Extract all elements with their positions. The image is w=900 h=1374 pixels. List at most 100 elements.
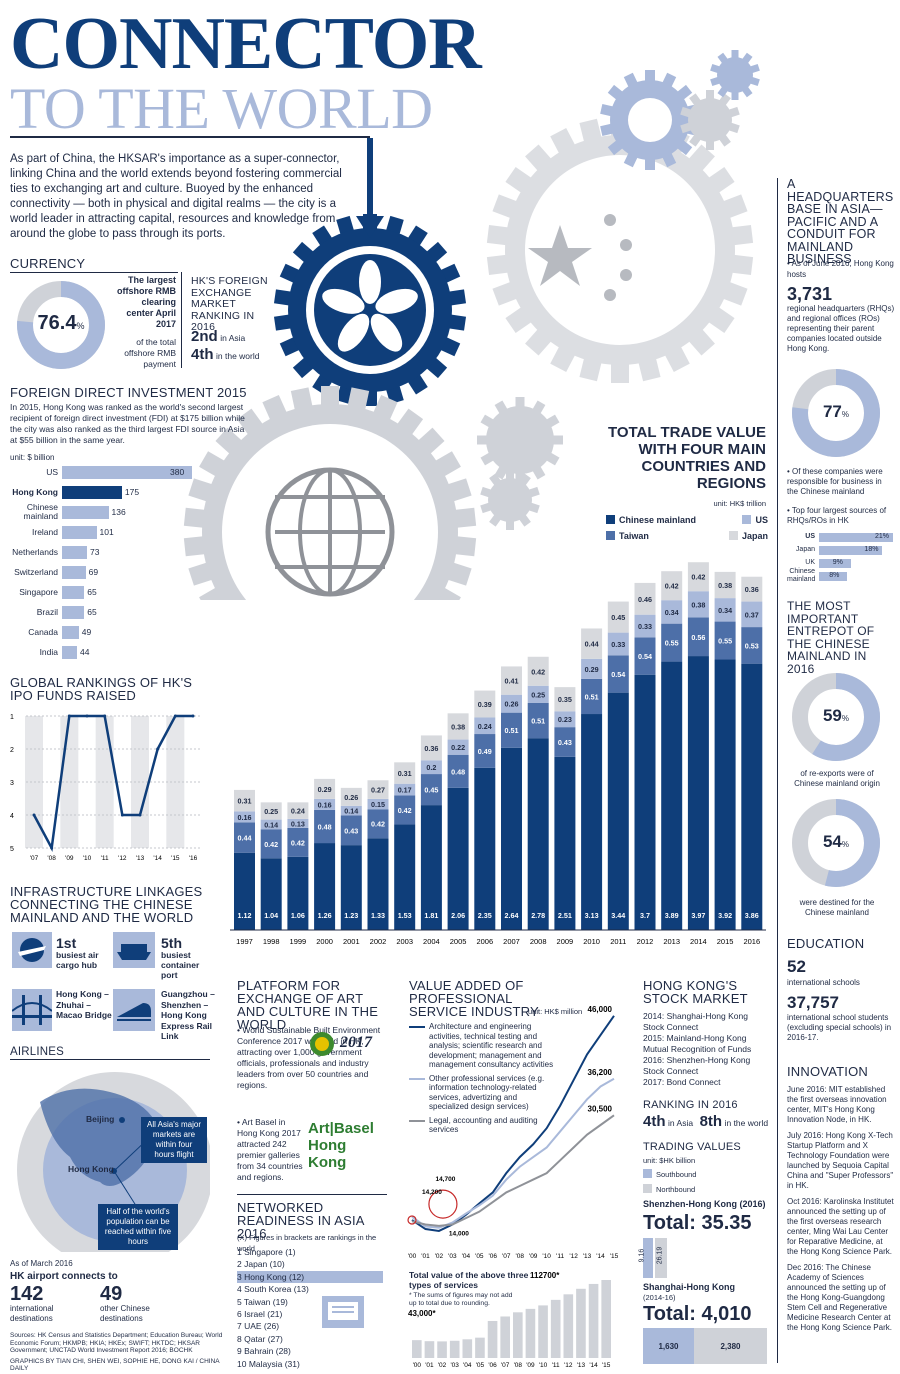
fdi-value-label: 73: [89, 547, 100, 557]
ipo-point: [32, 813, 36, 817]
container-port-rank: 5th: [161, 935, 182, 951]
mainland-gear-tooth: [611, 361, 629, 383]
trade-bar-segment: [314, 798, 336, 810]
sh-total: Total: 4,010: [643, 1303, 752, 1325]
trade-year-label: 2011: [610, 937, 626, 946]
tv-legend-north: Northbound: [643, 1184, 695, 1194]
fx-rank-world: 4th in the world: [191, 346, 259, 363]
bauhinia-petal-icon: [375, 288, 418, 314]
ipo-point: [50, 846, 54, 850]
trade-value-label: 0.13: [291, 819, 305, 828]
mainland-gear-inner: [525, 155, 715, 345]
fdi-bar: [62, 526, 97, 539]
trade-value-label: 0.34: [665, 608, 679, 617]
trade-bar-segment: [581, 678, 603, 715]
wsbe-logo-year: 2017: [340, 1034, 372, 1051]
trade-bar-segment: [260, 819, 282, 830]
trade-year-label: 2002: [370, 937, 387, 946]
trade-year-label: 1998: [263, 937, 280, 946]
legend-cn: Chinese mainland: [606, 515, 696, 525]
hq-source-value: 21%: [875, 533, 890, 540]
fdi-heading: FOREIGN DIRECT INVESTMENT 2015: [10, 385, 247, 400]
trade-bar-segment: [501, 666, 522, 695]
stock-2017: 2017: Bond Connect: [643, 1077, 721, 1087]
trade-value-label: 0.31: [398, 769, 412, 778]
services-end-label: 30,500: [588, 1104, 613, 1113]
air-cargo-info: 1st busiest air cargo hub: [56, 936, 111, 970]
hq-desc: regional headquarters (RHQs) and regiona…: [787, 304, 895, 353]
services-x-tick: '08: [515, 1253, 524, 1260]
air-cargo-text: busiest air cargo hub: [56, 950, 99, 970]
services-leg-3-swatch: [409, 1119, 425, 1122]
net-heading: NETWORKED READINESS IN ASIA 2016: [237, 1200, 364, 1241]
trade-bar-segment: [260, 802, 282, 820]
air-cargo-icon: [12, 932, 52, 968]
trade-value-label: 1.04: [264, 911, 278, 920]
stock-milestones: 2014: Shanghai-Hong Kong Stock Connect 2…: [643, 1011, 765, 1088]
currency-donut-arc: [17, 281, 105, 369]
sz-south-value: 9.16: [638, 1248, 646, 1263]
trade-value-label: 0.22: [451, 743, 465, 752]
airlines-intl: 142 international destinations: [10, 1284, 90, 1324]
trade-bar-segment: [687, 617, 709, 657]
entrepot-d2-value: 54%: [789, 832, 883, 852]
map-callout-five-hours: Half of the world's population can be re…: [98, 1204, 178, 1250]
services-line: [411, 1077, 615, 1229]
fdi-bar: [62, 566, 86, 579]
services-total-bar-chart: '00'01 '02'03 '04 '05'06 '07 '08'09 '10 '11 '12 '…: [408, 1271, 611, 1369]
small-gear-5: [480, 470, 540, 530]
trade-bar-segment: [741, 663, 763, 930]
ipo-point: [173, 714, 177, 718]
entrepot-d2-text: were destined for the Chinese mainland: [799, 898, 875, 917]
trade-bar-segment: [287, 827, 309, 857]
trade-value-label: 0.44: [585, 640, 599, 649]
map-label-beijing: Beijing: [86, 1114, 115, 1124]
trade-value-label: 0.42: [691, 573, 705, 582]
services-end-label: 46,000: [588, 1005, 613, 1014]
fx-rank-asia-txt: in Asia: [220, 333, 246, 343]
services-heading: VALUE ADDED OF PROFESSIONAL SERVICE INDU…: [409, 978, 539, 1019]
tv-legend-south: Southbound: [643, 1169, 696, 1179]
trade-bar-segment: [607, 601, 629, 633]
trade-value-label: 2.51: [558, 911, 572, 920]
trade-bar-segment: [527, 685, 549, 703]
stock-rank-world-num: 8th: [699, 1113, 723, 1130]
hq-source-bar: [819, 533, 893, 542]
trade-bar-segment: [554, 756, 576, 930]
trade-unit: unit: HK$ trillion: [713, 499, 766, 508]
trade-bar-segment: [420, 805, 442, 930]
trade-value-label: 2.06: [451, 911, 465, 920]
trade-value-label: 0.36: [745, 585, 759, 594]
trade-value-label: 0.16: [238, 813, 252, 822]
sz-total: Total: 35.35: [643, 1212, 752, 1234]
trade-bar-segment: [501, 747, 522, 930]
ipo-point: [103, 714, 107, 718]
ipo-x-tick: '09: [65, 855, 74, 862]
fx-rank-world-num: 4th: [191, 346, 214, 363]
trade-bar-segment: [260, 858, 282, 930]
education-heading: EDUCATION: [787, 936, 865, 951]
trade-value-label: 0.51: [531, 717, 545, 726]
trade-value-label: 0.36: [424, 744, 438, 753]
trade-bar-segment: [474, 767, 496, 930]
fdi-category-label: Netherlands: [12, 547, 58, 557]
fdi-category-label: Canada: [28, 627, 58, 637]
currency-divider: [181, 272, 182, 368]
hq-source-bar: [819, 572, 848, 581]
services-x-tick: '11: [556, 1253, 564, 1260]
trade-bar-segment: [234, 852, 255, 930]
trade-bar-segment: [234, 789, 255, 812]
trade-bar-segment: [234, 822, 255, 853]
trade-bar-segment: [234, 811, 255, 823]
trade-bar-segment: [741, 627, 763, 664]
trade-bar-segment: [314, 778, 336, 799]
services-line: [411, 1114, 615, 1227]
small-star-icon: [604, 289, 616, 301]
ipo-y-tick: 5: [10, 846, 14, 853]
small-gear-1-tooth: [645, 156, 655, 170]
services-total-x-tick: '02: [438, 1362, 447, 1369]
fx-rank-asia-num: 2nd: [191, 328, 218, 345]
net-list-item: 3 Hong Kong (12): [237, 1270, 383, 1284]
services-x-tick: '03: [448, 1253, 457, 1260]
small-gear-3-tooth: [731, 50, 739, 61]
